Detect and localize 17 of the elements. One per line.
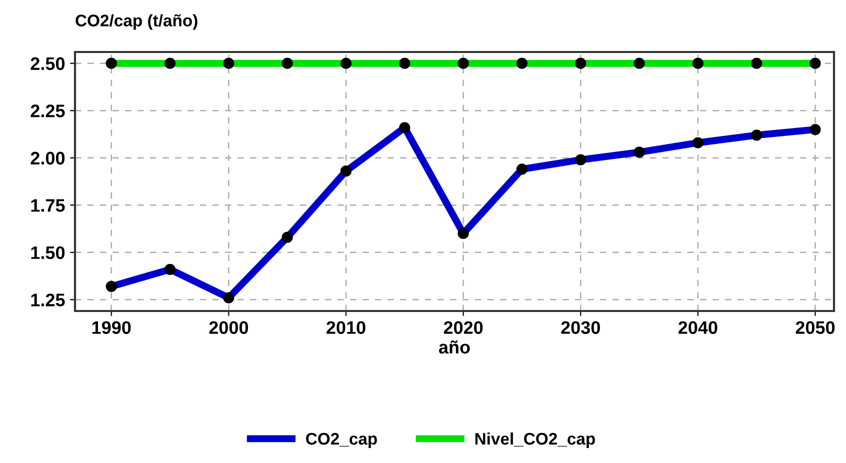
x-tick-label: 2040	[678, 321, 718, 334]
x-tick-label: 2030	[561, 321, 600, 334]
y-tick-label: 2.00	[30, 152, 65, 165]
y-tick-label: 2.25	[30, 104, 65, 118]
y-tick-label: 2.50	[30, 57, 65, 70]
x-tick-label: 2000	[209, 321, 248, 334]
y-tick-label: 1.75	[31, 199, 65, 212]
legend-label: CO2_cap	[306, 432, 377, 448]
x-tick-label: 1990	[92, 321, 131, 334]
x-tick-label: 2050	[796, 321, 835, 334]
x-axis-title: año	[438, 340, 470, 354]
x-tick-label: 2020	[444, 321, 483, 334]
y-tick-label: 1.50	[31, 246, 65, 260]
y-axis-title: CO2/cap (t/año)	[76, 14, 198, 30]
x-tick-label: 2010	[326, 321, 366, 334]
legend-label: Nivel_CO2_cap	[475, 432, 595, 448]
y-tick-label: 1.25	[31, 294, 65, 306]
